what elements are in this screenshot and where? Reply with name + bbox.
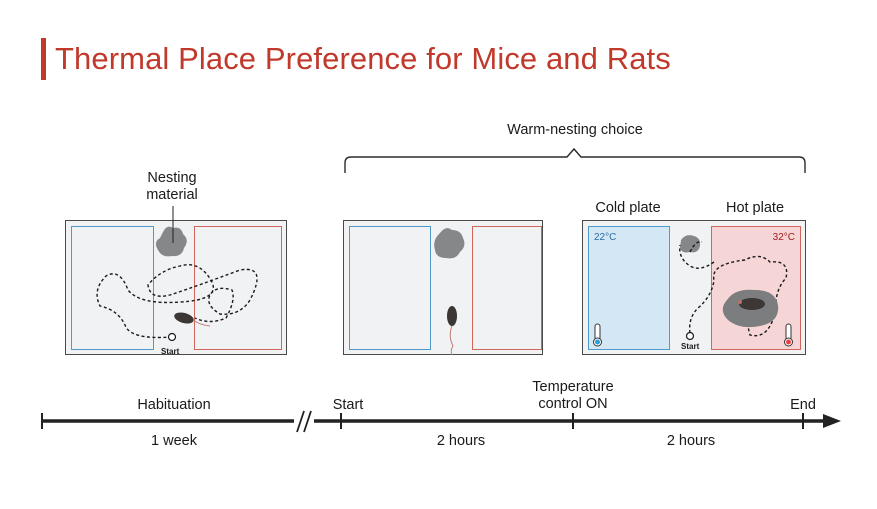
cold-temp: 22°C — [594, 232, 617, 243]
hot-zone — [472, 226, 542, 350]
page-title: Thermal Place Preference for Mice and Ra… — [55, 41, 671, 76]
start-marker-icon — [685, 331, 695, 341]
start-label: Start — [681, 342, 700, 351]
timeline-label-end: End — [790, 397, 816, 413]
start-label: Start — [161, 347, 180, 356]
nesting-material-callout: Nesting material — [120, 170, 224, 204]
callout-line-2: material — [146, 187, 198, 203]
nesting-material-icon — [680, 235, 701, 253]
hot-thermometer-icon — [784, 323, 793, 347]
mouse-icon — [447, 306, 457, 356]
nest-with-mouse-icon — [722, 289, 779, 328]
hot-zone — [194, 226, 282, 350]
break-gap — [294, 414, 314, 428]
temperature-line-2: control ON — [538, 396, 608, 412]
cold-zone — [349, 226, 431, 350]
duration-temperature: 2 hours — [666, 433, 716, 449]
break-slash-icon — [303, 410, 312, 433]
callout-line-1: Nesting — [147, 170, 197, 186]
start-marker-icon — [167, 332, 177, 342]
duration-habituation: 1 week — [151, 433, 197, 449]
timeline-label-habituation: Habituation — [137, 397, 211, 413]
mouse-path — [96, 264, 258, 339]
timeline-axis — [41, 410, 841, 433]
cold-thermometer-icon — [593, 323, 602, 347]
mouse-icon — [174, 312, 211, 327]
timeline-label-temperature-on: Temperature control ON — [513, 379, 633, 413]
title-accent-bar — [41, 38, 46, 80]
nesting-material-icon — [434, 228, 465, 259]
nesting-material-icon — [155, 226, 187, 257]
duration-baseline: 2 hours — [436, 433, 486, 449]
habituation-arena: Start — [65, 220, 287, 356]
hot-plate-label: Hot plate — [725, 200, 785, 216]
cold-zone — [71, 226, 154, 350]
mouse-path — [679, 241, 788, 337]
bracket-label: Warm-nesting choice — [507, 122, 643, 138]
timeline-label-start: Start — [332, 397, 364, 413]
break-slash-icon — [296, 410, 305, 433]
hot-temp: 32°C — [772, 232, 795, 243]
curly-bracket — [344, 147, 806, 173]
cold-plate-zone: 22°C — [588, 226, 670, 350]
cold-plate-label: Cold plate — [595, 200, 661, 216]
temperature-line-1: Temperature — [532, 379, 614, 395]
